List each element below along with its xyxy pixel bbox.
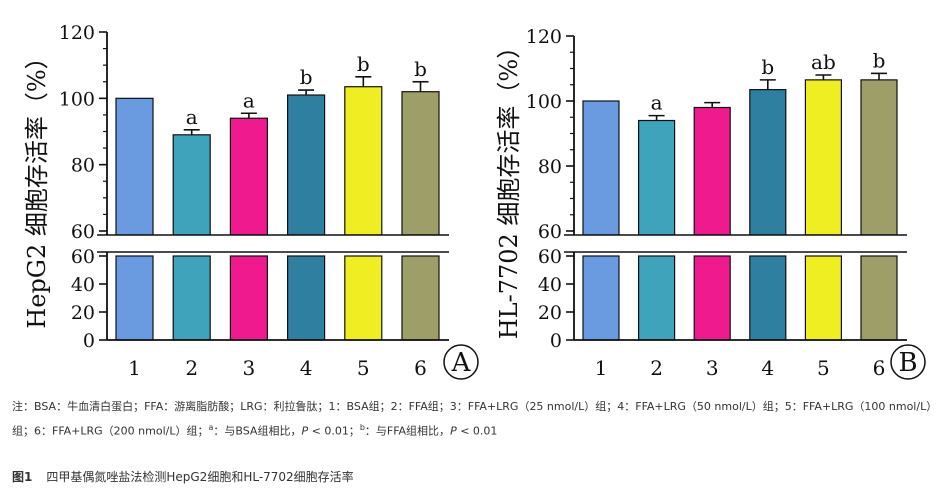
caption-label: 图1	[12, 470, 33, 484]
y-tick-label: 100	[526, 91, 562, 113]
y-tick-label: 0	[550, 330, 562, 352]
bar-lower-segment	[287, 255, 326, 341]
y-tick-label: 120	[59, 22, 95, 44]
note-text-2: ：与BSA组相比，	[213, 424, 302, 438]
note-text-1: 注：BSA：牛血清白蛋白；FFA：游离脂肪酸；LRG：利拉鲁肽；1：BSA组；2…	[12, 400, 932, 438]
bar	[637, 119, 676, 236]
bar-lower-segment	[860, 255, 898, 341]
y-axis-title: HL-7702 细胞存活率（%）	[495, 35, 523, 340]
bar-lower-segment	[229, 255, 268, 341]
panel-a-hepg2-chart: 1 a 2 a 3 b 4 b 5 b 6 60 80 100 120 0 20 40 60 HepG2 细胞存活率（…	[23, 22, 479, 380]
caption-text: 四甲基偶氮唑盐法检测HepG2细胞和HL-7702细胞存活率	[46, 470, 354, 484]
bar	[860, 79, 898, 236]
y-tick-label: 100	[59, 88, 95, 110]
panel-letter: A	[451, 348, 472, 378]
note-sup-a: a	[208, 423, 214, 432]
significance-label: a	[186, 105, 198, 129]
panel-letter: B	[898, 348, 917, 378]
bar	[582, 100, 620, 236]
bar	[693, 106, 731, 236]
bar	[401, 91, 440, 236]
y-tick-label: 80	[71, 155, 95, 177]
y-tick-label: 80	[538, 156, 562, 178]
x-tick-label: 6	[873, 356, 886, 380]
bar-lower-segment	[637, 255, 676, 341]
y-axis-title: HepG2 细胞存活率（%）	[23, 45, 51, 328]
note-p-1: P	[301, 424, 309, 438]
y-tick-label: 60	[71, 221, 95, 243]
bar-lower-segment	[344, 255, 383, 341]
y-tick-label: 20	[71, 302, 95, 324]
bar	[344, 86, 383, 236]
bar-lower-segment	[582, 255, 620, 341]
note-text-5: < 0.01	[456, 424, 498, 438]
bar-lower-segment	[401, 255, 440, 341]
panel-b-hl7702-chart: 1 a 2 3 b 4 ab 5 b 6 60 80 100 120 0 20 40 60 HL-7702 细胞存活…	[495, 26, 926, 380]
bar	[229, 117, 268, 236]
y-tick-label: 40	[71, 274, 95, 296]
axis-break-gap	[572, 235, 909, 252]
note-text-4: ：与FFA组相比，	[364, 424, 451, 438]
significance-label: a	[243, 88, 255, 112]
x-tick-label: 2	[650, 356, 663, 380]
x-tick-label: 2	[185, 356, 198, 380]
bar-lower-segment	[115, 255, 154, 341]
figure-note: 注：BSA：牛血清白蛋白；FFA：游离脂肪酸；LRG：利拉鲁肽；1：BSA组；2…	[12, 396, 937, 442]
bar	[115, 97, 154, 236]
note-p-2: P	[450, 424, 457, 438]
y-tick-label: 60	[538, 221, 562, 243]
significance-label: b	[761, 55, 774, 79]
significance-label: b	[300, 65, 313, 89]
significance-label: ab	[811, 50, 836, 74]
panel-letter-circle	[443, 344, 479, 380]
significance-label: a	[651, 91, 663, 115]
x-tick-label: 6	[414, 356, 427, 380]
bar	[287, 94, 326, 236]
y-tick-label: 60	[538, 246, 562, 268]
significance-label: b	[357, 52, 370, 76]
bar-lower-segment	[749, 255, 787, 341]
y-tick-label: 0	[83, 330, 95, 352]
bar-lower-segment	[172, 255, 211, 341]
x-tick-label: 4	[761, 356, 774, 380]
x-tick-label: 5	[817, 356, 830, 380]
x-tick-label: 3	[706, 356, 719, 380]
axis-break-gap	[105, 235, 451, 252]
y-tick-label: 40	[538, 274, 562, 296]
significance-label: b	[873, 48, 886, 72]
x-tick-label: 4	[300, 356, 313, 380]
significance-label: b	[414, 57, 427, 81]
note-sup-b: b	[359, 423, 365, 432]
bar	[804, 79, 843, 236]
x-tick-label: 1	[595, 356, 608, 380]
y-tick-label: 120	[526, 26, 562, 48]
bar	[172, 134, 211, 236]
note-text-3: < 0.01；	[308, 424, 360, 438]
figure-caption: 图1 四甲基偶氮唑盐法检测HepG2细胞和HL-7702细胞存活率	[12, 468, 354, 485]
x-tick-label: 3	[243, 356, 256, 380]
y-tick-label: 60	[71, 246, 95, 268]
bar	[749, 89, 787, 236]
bar-lower-segment	[804, 255, 843, 341]
y-tick-label: 20	[538, 302, 562, 324]
x-tick-label: 1	[128, 356, 141, 380]
bar-lower-segment	[693, 255, 731, 341]
panel-letter-circle	[890, 344, 926, 380]
x-tick-label: 5	[357, 356, 370, 380]
